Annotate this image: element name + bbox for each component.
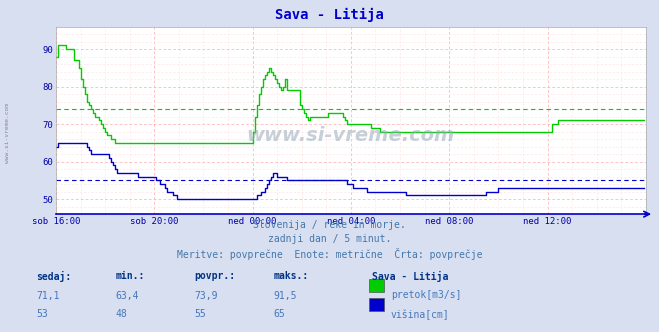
Text: maks.:: maks.: — [273, 271, 308, 281]
Text: Meritve: povprečne  Enote: metrične  Črta: povprečje: Meritve: povprečne Enote: metrične Črta:… — [177, 248, 482, 260]
Text: 63,4: 63,4 — [115, 290, 139, 300]
Text: www.si-vreme.com: www.si-vreme.com — [246, 126, 455, 145]
Text: povpr.:: povpr.: — [194, 271, 235, 281]
Text: www.si-vreme.com: www.si-vreme.com — [5, 103, 11, 163]
Text: 71,1: 71,1 — [36, 290, 60, 300]
Text: višina[cm]: višina[cm] — [391, 309, 449, 320]
Text: zadnji dan / 5 minut.: zadnji dan / 5 minut. — [268, 234, 391, 244]
Text: 53: 53 — [36, 309, 48, 319]
Text: min.:: min.: — [115, 271, 145, 281]
Text: Sava - Litija: Sava - Litija — [372, 271, 449, 282]
Text: 48: 48 — [115, 309, 127, 319]
Text: 73,9: 73,9 — [194, 290, 218, 300]
Text: 55: 55 — [194, 309, 206, 319]
Text: sedaj:: sedaj: — [36, 271, 71, 282]
Text: Slovenija / reke in morje.: Slovenija / reke in morje. — [253, 220, 406, 230]
Text: 91,5: 91,5 — [273, 290, 297, 300]
Text: 65: 65 — [273, 309, 285, 319]
Text: Sava - Litija: Sava - Litija — [275, 8, 384, 23]
Text: pretok[m3/s]: pretok[m3/s] — [391, 290, 461, 300]
